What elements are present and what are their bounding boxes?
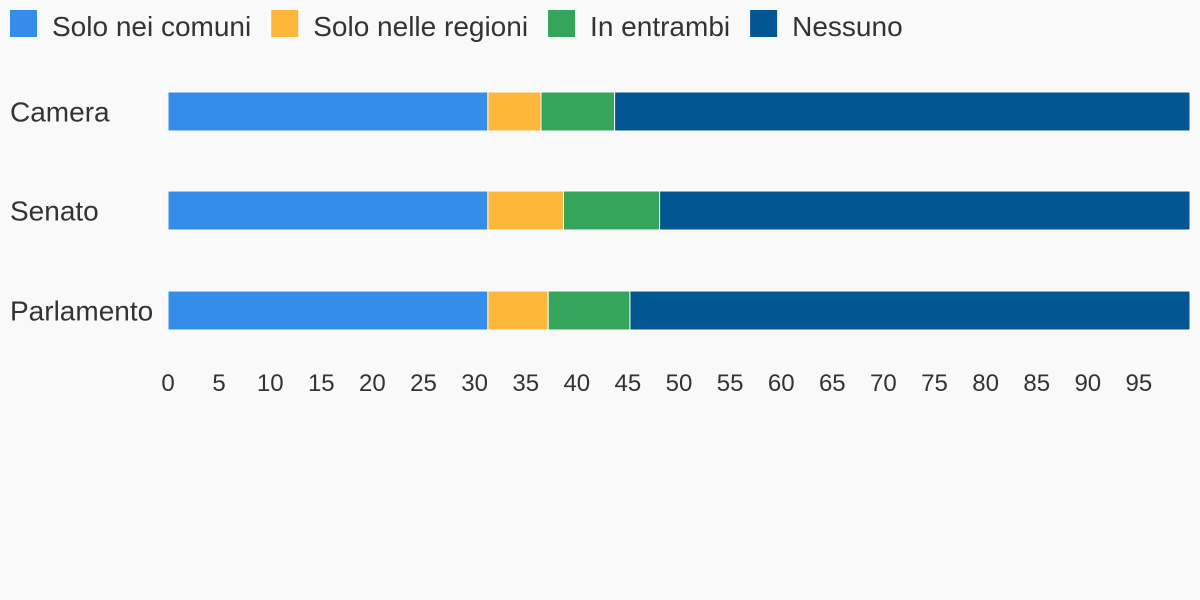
legend-swatch [750,10,778,37]
x-axis: 0 5 10 15 20 25 30 35 40 45 50 55 60 65 70 75 80 85 90 95 [161,370,1152,397]
legend-item-in-entrambi: In entrambi [548,10,730,42]
legend-swatch [548,10,576,37]
x-tick-label: 5 [212,370,225,397]
x-tick-label: 75 [921,370,948,397]
category-label-senato: Senato [10,196,99,227]
bar-segment-nessuno [614,91,1191,132]
bar-segment-in-entrambi [540,91,616,132]
bar-segment-nessuno [659,190,1191,231]
x-tick-label: 30 [461,370,488,397]
bars [167,91,1191,331]
category-label-parlamento: Parlamento [10,296,153,327]
legend-item-solo-nelle-regioni: Solo nelle regioni [271,10,528,42]
x-tick-label: 35 [512,370,539,397]
category-labels: Camera Senato Parlamento [10,97,153,327]
bar-segment-solo-nei-comuni [167,290,489,331]
legend-label: Nessuno [792,11,903,42]
bar-segment-in-entrambi [547,290,631,331]
x-tick-label: 60 [768,370,795,397]
bar-segment-in-entrambi [563,190,661,231]
legend-label: In entrambi [590,11,730,42]
x-tick-label: 45 [615,370,642,397]
legend-swatch [10,10,37,37]
bar-segment-solo-nei-comuni [167,190,489,231]
x-tick-label: 55 [717,370,744,397]
x-tick-label: 40 [563,370,590,397]
legend-label: Solo nei comuni [52,11,251,42]
category-label-camera: Camera [10,97,110,128]
x-tick-label: 70 [870,370,897,397]
x-tick-label: 10 [257,370,284,397]
bar-segment-solo-nelle-regioni [487,190,565,231]
x-tick-label: 85 [1023,370,1050,397]
x-tick-label: 25 [410,370,437,397]
bar-segment-solo-nei-comuni [167,91,489,132]
legend-item-solo-nei-comuni: Solo nei comuni [10,10,251,42]
x-tick-label: 65 [819,370,846,397]
x-tick-label: 90 [1074,370,1101,397]
legend-swatch [271,10,299,37]
x-tick-label: 80 [972,370,999,397]
legend: Solo nei comuni Solo nelle regioni In entr… [10,10,903,42]
legend-item-nessuno: Nessuno [750,10,903,42]
bar-row-camera [167,91,1191,132]
x-tick-label: 20 [359,370,386,397]
bar-segment-solo-nelle-regioni [487,91,542,132]
bar-segment-solo-nelle-regioni [487,290,549,331]
bar-row-parlamento [167,290,1191,331]
x-tick-label: 0 [161,370,174,397]
bar-row-senato [167,190,1191,231]
x-tick-label: 95 [1126,370,1153,397]
x-tick-label: 15 [308,370,335,397]
legend-label: Solo nelle regioni [313,11,528,42]
bar-segment-nessuno [629,290,1191,331]
x-tick-label: 50 [666,370,693,397]
